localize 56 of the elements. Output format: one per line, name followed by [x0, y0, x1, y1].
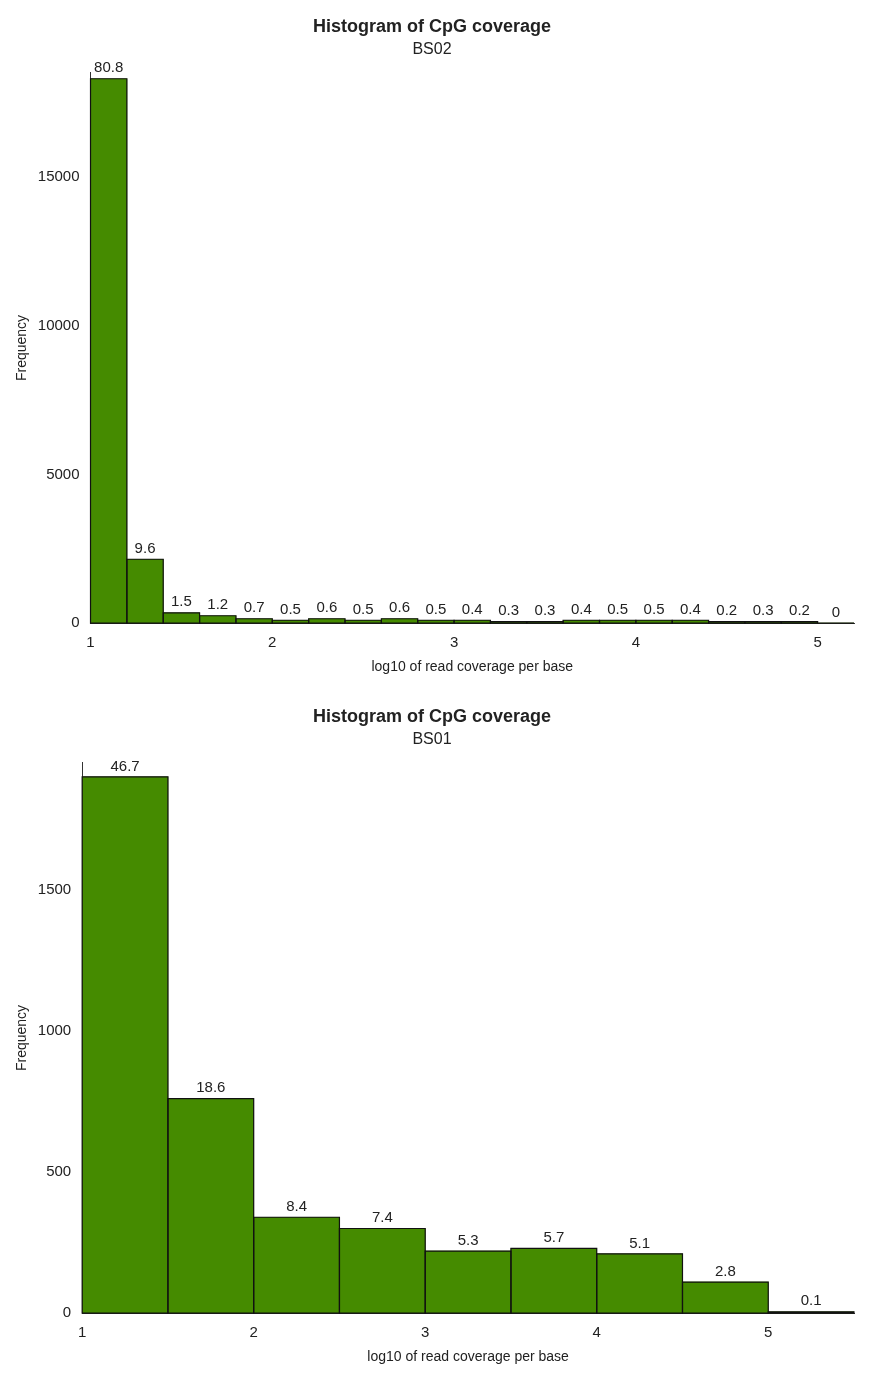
- annotation: 2.8: [714, 1261, 736, 1279]
- annotation: 0.5: [425, 599, 447, 617]
- annotation: 0.3: [752, 601, 774, 619]
- annotation: 5.7: [543, 1227, 565, 1245]
- x-tick-label: 5: [813, 633, 822, 651]
- annotation: 0: [831, 602, 840, 620]
- annotation: 1.5: [170, 592, 192, 610]
- y-axis-title: Frequency: [13, 314, 30, 382]
- x-tick-label: 5: [764, 1323, 773, 1341]
- x-tick-label: 1: [78, 1323, 87, 1341]
- annotation: 5.3: [457, 1230, 479, 1248]
- annotation: 9.6: [134, 538, 156, 556]
- chart-title: Histogram of CpG coverage: [312, 15, 552, 36]
- annotation: 0.3: [498, 601, 520, 619]
- y-tick-label: 5000: [46, 464, 80, 482]
- chart-title: Histogram of CpG coverage: [312, 705, 552, 726]
- annotation: 0.6: [316, 598, 338, 616]
- annotation: 0.5: [352, 599, 374, 617]
- chart-subtitle: BS02: [412, 39, 452, 57]
- x-tick-label: 1: [86, 633, 95, 651]
- annotation: 1.2: [207, 595, 229, 613]
- annotation: 0.1: [800, 1291, 822, 1309]
- y-tick-label: 10000: [37, 315, 80, 333]
- annotation: 0.4: [679, 599, 701, 617]
- annotation: 0.3: [534, 601, 556, 619]
- annotation: 18.6: [196, 1078, 226, 1096]
- annotation: 0.2: [716, 601, 738, 619]
- chart-subtitle: BS01: [412, 729, 452, 747]
- annotation: 0.2: [789, 601, 810, 619]
- x-tick-label: 2: [268, 633, 277, 651]
- y-tick-label: 15000: [37, 167, 80, 185]
- annotation: 46.7: [110, 756, 140, 774]
- annotation: 0.6: [389, 598, 410, 616]
- annotation: 0.7: [243, 598, 265, 616]
- y-tick-label: 500: [46, 1162, 72, 1180]
- annotation: 80.8: [94, 58, 124, 76]
- x-axis-title: log10 of read coverage per base: [367, 1348, 570, 1365]
- annotation: 0.5: [607, 599, 629, 617]
- annotation: 7.4: [371, 1208, 393, 1226]
- x-tick-label: 3: [449, 633, 459, 651]
- y-tick-label: 0: [62, 1303, 72, 1321]
- y-tick-label: 1000: [37, 1021, 72, 1039]
- x-tick-label: 4: [592, 1323, 601, 1341]
- annotation: 0.5: [643, 599, 665, 617]
- y-tick-label: 0: [71, 613, 80, 631]
- annotation: 0.4: [461, 599, 483, 617]
- x-tick-label: 2: [249, 1323, 258, 1341]
- y-axis-title: Frequency: [13, 1004, 30, 1072]
- x-tick-label: 3: [421, 1323, 430, 1341]
- annotation: 0.4: [570, 599, 592, 617]
- annotation: 0.5: [280, 599, 301, 617]
- x-tick-label: 4: [631, 633, 641, 651]
- x-axis-title: log10 of read coverage per base: [371, 658, 574, 675]
- annotation: 8.4: [286, 1196, 307, 1214]
- annotation: 5.1: [629, 1233, 651, 1251]
- y-tick-label: 1500: [37, 879, 72, 897]
